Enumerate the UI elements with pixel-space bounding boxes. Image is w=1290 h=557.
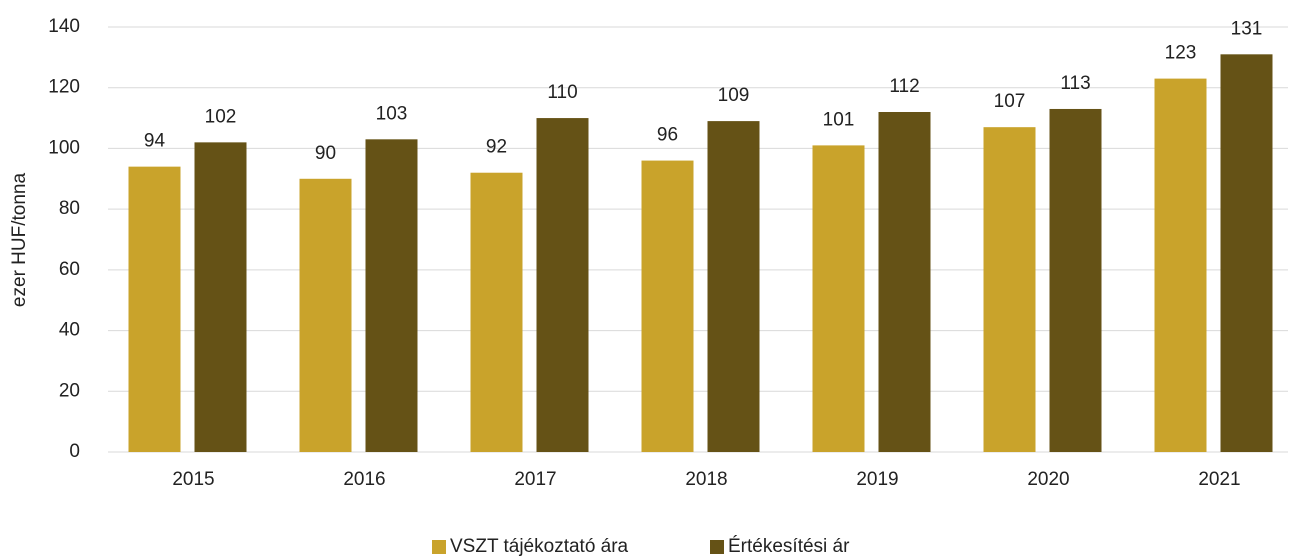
x-tick-label: 2017 (514, 469, 556, 490)
bar (1049, 108, 1102, 452)
bar (365, 139, 418, 453)
bar (470, 172, 523, 452)
data-label: 131 (1231, 18, 1263, 39)
data-label: 96 (657, 125, 678, 146)
x-tick-label: 2016 (343, 469, 385, 490)
y-tick-label: 140 (48, 16, 80, 37)
y-axis-label: ezer HUF/tonna (9, 173, 30, 308)
x-tick-label: 2018 (685, 469, 727, 490)
legend-swatch (432, 540, 446, 554)
bar (194, 142, 247, 452)
legend-swatch (710, 540, 724, 554)
bar (812, 145, 865, 452)
legend-label: Értékesítési ár (728, 536, 850, 557)
data-label: 92 (486, 137, 507, 158)
x-tick-label: 2019 (856, 469, 898, 490)
bar (641, 160, 694, 453)
data-label: 112 (889, 76, 919, 97)
data-label: 113 (1060, 73, 1090, 94)
data-label: 90 (315, 143, 336, 164)
y-tick-label: 80 (59, 198, 80, 219)
bar (536, 118, 589, 453)
data-label: 109 (718, 85, 750, 106)
data-label: 101 (823, 109, 855, 130)
data-label: 123 (1165, 43, 1197, 64)
bar (1154, 78, 1207, 452)
legend-label: VSZT tájékoztató ára (450, 536, 629, 557)
bar (878, 112, 931, 452)
x-tick-label: 2020 (1027, 469, 1069, 490)
y-tick-label: 100 (48, 137, 80, 158)
x-tick-label: 2021 (1198, 469, 1240, 490)
y-tick-label: 40 (59, 320, 80, 341)
data-label: 94 (144, 131, 166, 152)
y-tick-label: 0 (69, 441, 80, 462)
data-label: 102 (205, 106, 237, 127)
bar (707, 121, 760, 452)
bar (128, 166, 181, 452)
x-tick-label: 2015 (172, 469, 214, 490)
y-tick-label: 120 (48, 77, 80, 98)
bar (1220, 54, 1273, 452)
data-label: 107 (994, 91, 1026, 112)
y-tick-label: 60 (59, 259, 80, 280)
bar (299, 178, 352, 453)
data-label: 103 (376, 103, 408, 124)
bar (983, 127, 1036, 452)
y-tick-label: 20 (59, 380, 80, 401)
data-label: 110 (547, 82, 577, 103)
